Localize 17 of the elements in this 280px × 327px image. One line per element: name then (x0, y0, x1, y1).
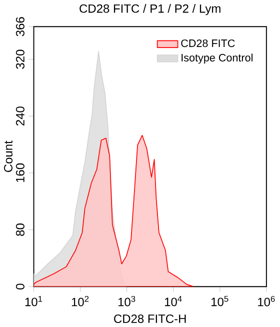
x-tick-label: 10$^{3}$ (118, 296, 136, 306)
x-tick-label: 10$^{2}$ (72, 296, 89, 306)
legend-label: CD28 FITC (181, 39, 235, 48)
y-tick-label: 240 (16, 106, 25, 126)
y-axis-title: Count (4, 140, 13, 172)
x-tick-label: 10$^{6}$ (258, 296, 275, 306)
y-tick-label: 366 (16, 17, 25, 36)
x-axis-title: CD28 FITC-H (114, 314, 186, 323)
legend-label: Isotype Control (182, 54, 253, 64)
x-tick-label: 10$^{1}$ (26, 296, 42, 306)
y-tick-label: 160 (16, 163, 25, 182)
y-tick-label: 80 (16, 224, 25, 236)
x-tick-label: 10$^{4}$ (165, 296, 182, 306)
x-tick-label: 10$^{5}$ (212, 296, 228, 306)
chart-title: CD28 FITC / P1 / P2 / Lym (80, 4, 221, 16)
y-tick-label: 0 (16, 284, 25, 290)
y-tick-label: 320 (16, 50, 25, 69)
